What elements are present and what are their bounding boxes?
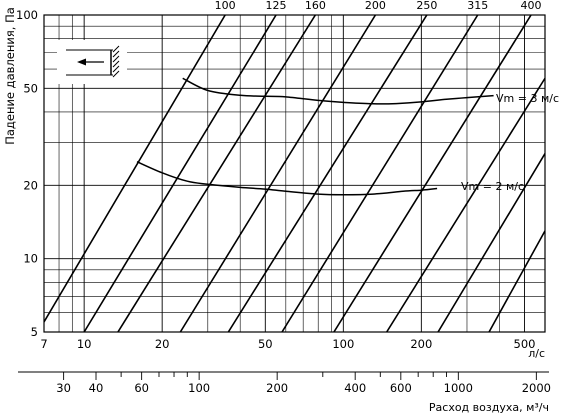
diameter-label: 250	[416, 0, 437, 12]
diameter-line	[386, 77, 545, 332]
series-label-vm3: Vm = 3 м/с	[496, 92, 559, 105]
diameter-line	[179, 15, 377, 332]
diameter-line	[227, 15, 428, 332]
x2-tick-label: 600	[390, 381, 412, 395]
x-tick-label: 10	[77, 337, 92, 351]
diameter-line	[437, 153, 545, 332]
x2-tick-label: 30	[56, 381, 71, 395]
diameter-line	[44, 15, 226, 323]
diameter-label: 125	[266, 0, 287, 12]
y-axis-label: Падение давления, Па	[3, 7, 17, 145]
y-tick-label: 5	[31, 325, 38, 339]
diameter-lines	[44, 15, 545, 332]
x2-tick-label: 200	[266, 381, 288, 395]
x-tick-label: 100	[332, 337, 354, 351]
y-tick-label: 20	[23, 178, 38, 192]
x-tick-label: 500	[514, 337, 536, 351]
x2-tick-label: 1000	[444, 381, 473, 395]
x2-tick-label: 40	[89, 381, 104, 395]
diameter-line	[83, 15, 277, 332]
x2-tick-label: 60	[134, 381, 149, 395]
diameter-line	[281, 15, 479, 332]
x2-tick-label: 2000	[522, 381, 551, 395]
diameter-line	[117, 15, 317, 332]
series-line-0	[182, 77, 494, 105]
series-layer	[136, 77, 494, 196]
x2-tick-label: 100	[188, 381, 210, 395]
diameter-label: 200	[365, 0, 386, 12]
x-axis-label: л/с	[528, 347, 545, 360]
x2-axis-label: Расход воздуха, м³/ч	[429, 401, 549, 414]
x-tick-label: 50	[258, 337, 273, 351]
series-line-1	[136, 161, 438, 196]
airflow-arrow-icon	[57, 40, 127, 84]
x2-tick-label: 400	[344, 381, 366, 395]
series-label-vm2: Vm = 2 м/с	[461, 180, 524, 193]
axes	[18, 14, 549, 380]
diameter-label: 315	[467, 0, 488, 12]
plot-frame	[43, 14, 546, 333]
diameter-line	[488, 230, 545, 332]
diameter-line	[333, 15, 532, 332]
x-tick-label: 7	[40, 337, 47, 351]
diameter-label: 400	[521, 0, 542, 12]
x-tick-label: 20	[155, 337, 170, 351]
tick-labels: 100 125 160 200 250 315 400 5 10 20 50 100 7 10 20 50 10…	[16, 0, 551, 395]
diameter-label: 160	[305, 0, 326, 12]
y-tick-label: 10	[23, 252, 38, 266]
y-tick-label: 50	[23, 81, 38, 95]
y-tick-label: 100	[16, 8, 38, 22]
diameter-label: 100	[215, 0, 236, 12]
x-tick-label: 200	[410, 337, 432, 351]
